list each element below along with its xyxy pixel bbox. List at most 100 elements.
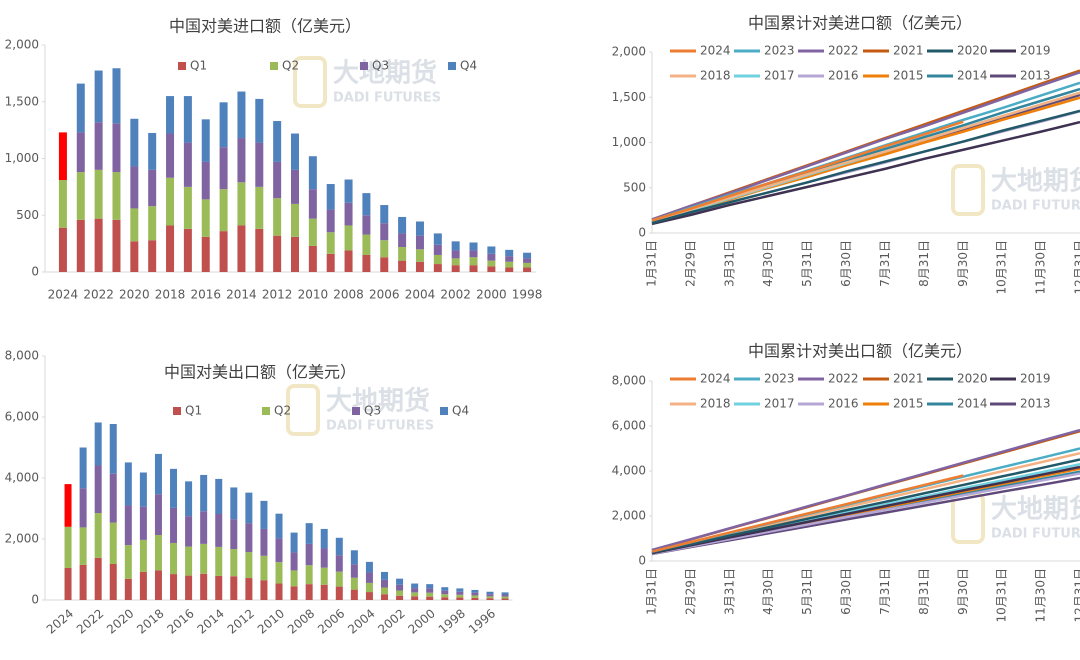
bar-segment — [245, 523, 253, 553]
bar-segment — [344, 225, 353, 251]
bar-segment — [471, 597, 479, 600]
x-tick-label: 1996 — [466, 606, 498, 636]
bar-segment — [487, 260, 496, 267]
bar-segment — [76, 132, 85, 173]
bar-segment — [185, 546, 193, 576]
watermark-text: DADI FUTURES — [333, 91, 441, 106]
bar-segment — [501, 594, 509, 597]
legend-swatch — [178, 62, 186, 70]
bar-segment — [112, 123, 121, 173]
legend-label: 2013 — [1020, 69, 1051, 83]
x-tick-label: 1月31日 — [645, 240, 659, 287]
bar-segment — [183, 96, 192, 143]
watermark-text: 大地期货 — [333, 58, 437, 89]
bar-segment — [308, 245, 317, 272]
bar-segment — [255, 186, 264, 229]
bar-segment — [291, 133, 299, 170]
bar-segment — [308, 156, 317, 190]
y-tick-label: 0 — [31, 265, 39, 279]
bar-segment — [148, 169, 157, 207]
x-tick-label: 2012 — [225, 606, 257, 636]
x-tick-label: 2010 — [255, 606, 287, 636]
x-tick-label: 2022 — [83, 288, 114, 302]
legend-label: 2020 — [957, 44, 988, 58]
legend-label: 2018 — [700, 397, 731, 411]
x-tick-label: 11月30日 — [1034, 568, 1048, 623]
x-tick-label: 2020 — [119, 288, 150, 302]
x-tick-label: 10月31日 — [995, 240, 1009, 295]
bar-segment — [170, 468, 178, 508]
bar-segment — [230, 519, 238, 550]
bar-segment — [362, 193, 371, 216]
bar-segment — [139, 539, 147, 572]
x-tick-label: 2004 — [345, 606, 377, 636]
line — [651, 120, 1080, 226]
bar-segment — [130, 118, 139, 167]
bar-segment — [185, 481, 193, 517]
y-tick-label: 6,000 — [612, 419, 646, 433]
bar-segment — [326, 209, 335, 233]
bar-segment — [505, 267, 514, 272]
bar-segment — [183, 228, 192, 272]
bar-segment — [426, 592, 434, 597]
x-tick-label: 2000 — [405, 606, 437, 636]
bar-segment — [109, 564, 117, 600]
bar-segment — [139, 472, 147, 507]
bar-segment — [230, 549, 238, 577]
x-tick-label: 6月30日 — [839, 240, 853, 287]
y-tick-label: 2,000 — [612, 509, 646, 523]
bar-segment — [411, 596, 419, 600]
x-tick-label: 2006 — [315, 606, 347, 636]
bar-segment — [185, 516, 193, 547]
bar-segment — [433, 264, 442, 272]
legend-swatch — [173, 407, 181, 415]
bar-segment — [398, 233, 407, 248]
bar-segment — [166, 133, 175, 178]
bar-segment — [451, 250, 460, 259]
bar-segment — [320, 528, 328, 549]
bar-segment — [94, 513, 102, 558]
bar-segment — [260, 528, 268, 556]
bar-segment — [380, 205, 389, 224]
watermark-logo — [293, 56, 327, 108]
bar-segment — [291, 203, 299, 237]
bar-segment — [501, 596, 509, 599]
bar-segment — [64, 526, 72, 568]
legend-label: 2016 — [828, 397, 859, 411]
bar-segment — [109, 473, 117, 523]
x-tick-label: 11月30日 — [1034, 240, 1048, 295]
legend-label: 2016 — [828, 69, 859, 83]
watermark-logo — [286, 384, 320, 436]
bar-segment — [260, 580, 268, 600]
x-tick-label: 2018 — [134, 606, 166, 636]
bar-segment — [58, 132, 67, 181]
y-tick-label: 0 — [638, 554, 646, 568]
y-tick-label: 4,000 — [612, 464, 646, 478]
bar-segment — [76, 172, 85, 220]
legend-swatch — [262, 407, 270, 415]
x-tick-label: 2016 — [190, 288, 221, 302]
bar-segment — [456, 591, 464, 595]
bar-segment — [396, 595, 404, 600]
bar-segment — [183, 142, 192, 187]
x-tick-label: 2008 — [333, 288, 364, 302]
bar-segment — [170, 574, 178, 600]
legend-label: 2015 — [893, 397, 924, 411]
legend-label: Q2 — [282, 59, 299, 73]
bar-segment — [486, 596, 494, 599]
bar-segment — [139, 571, 147, 600]
bar-segment — [237, 182, 246, 226]
x-tick-label: 4月30日 — [761, 568, 775, 615]
bar-segment — [273, 198, 282, 236]
bar-segment — [320, 584, 328, 600]
x-tick-label: 2006 — [369, 288, 400, 302]
bar-segment — [350, 550, 358, 565]
legend-label: 2019 — [1020, 44, 1051, 58]
legend-label: 2023 — [764, 44, 795, 58]
bar-segment — [335, 571, 343, 587]
chart-title: 中国累计对美进口额（亿美元） — [748, 14, 972, 33]
bar-segment — [469, 257, 478, 266]
bar-segment — [130, 241, 139, 272]
bar-segment — [335, 586, 343, 600]
